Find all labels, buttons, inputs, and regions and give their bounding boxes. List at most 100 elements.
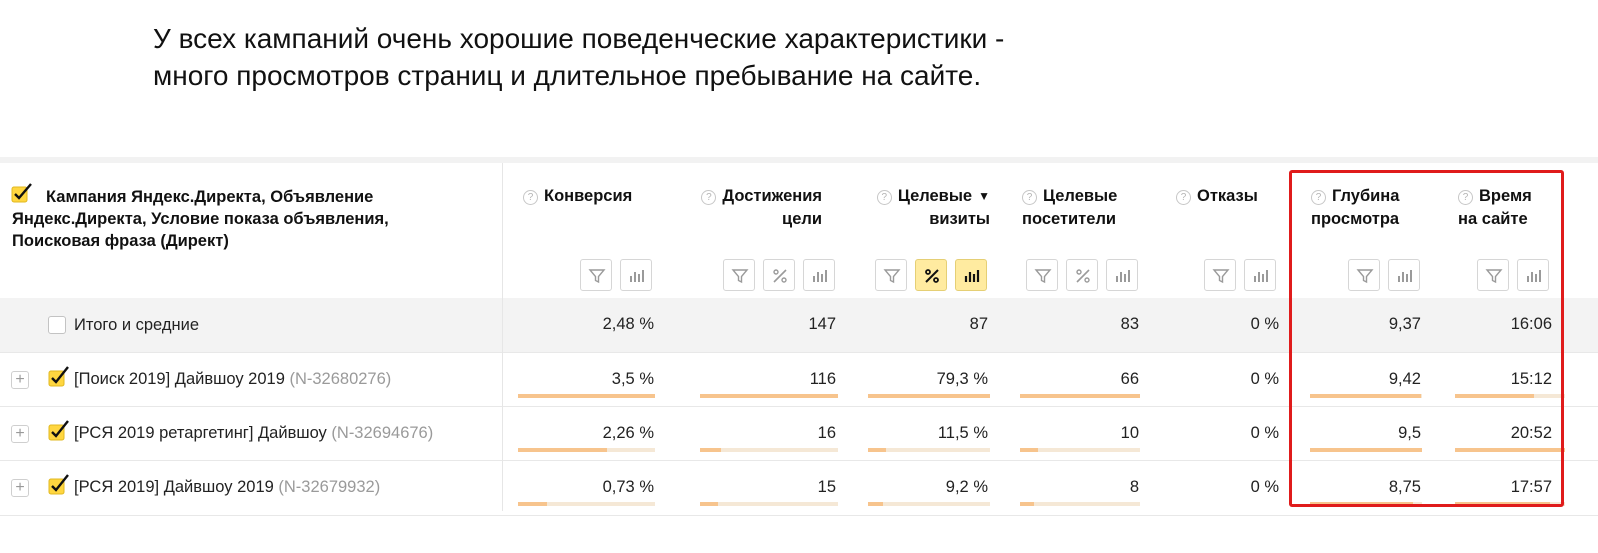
column-header-goal-reaches[interactable]: ? Достижения цели	[701, 185, 822, 231]
help-icon[interactable]: ?	[701, 190, 717, 205]
expand-plus-icon[interactable]: +	[11, 371, 29, 389]
cell-value: 17:57	[1510, 478, 1552, 496]
filter-button[interactable]	[1477, 259, 1509, 291]
cell-value: 0 %	[1250, 424, 1279, 442]
filter-icon	[1212, 269, 1230, 284]
bar-chart-icon	[1527, 270, 1541, 282]
column-divider	[502, 163, 503, 511]
row-checkbox-checked-icon[interactable]	[48, 473, 70, 495]
sort-desc-icon[interactable]: ▼	[978, 189, 990, 203]
cell-value: 10	[1120, 424, 1139, 442]
cell-value: 20:52	[1510, 424, 1552, 442]
filter-icon	[1034, 269, 1052, 284]
cell-value: 0 %	[1250, 478, 1279, 496]
help-icon[interactable]: ?	[1022, 190, 1037, 205]
campaign-name[interactable]: [РСЯ 2019 ретаргетинг] Дайвшоу (N-326946…	[74, 424, 434, 442]
value-bar-fill	[1455, 448, 1565, 452]
totals-value-target-visits: 87	[969, 315, 988, 333]
cell-value: 11,5 %	[937, 424, 988, 442]
filter-button[interactable]	[1026, 259, 1058, 291]
totals-checkbox[interactable]	[48, 316, 66, 334]
filter-icon	[588, 269, 606, 284]
value-bar-track	[868, 448, 990, 452]
value-bar-fill	[700, 502, 718, 506]
value-bar-track	[700, 394, 838, 398]
chart-button-active[interactable]	[955, 259, 987, 291]
value-bar-fill	[1020, 448, 1038, 452]
chart-button[interactable]	[1244, 259, 1276, 291]
column-header-depth[interactable]: ? Глубина просмотра	[1311, 187, 1400, 228]
help-icon[interactable]: ?	[1176, 190, 1191, 205]
bar-chart-icon	[1398, 270, 1412, 282]
value-bar-fill	[700, 448, 721, 452]
help-icon[interactable]: ?	[1311, 190, 1326, 205]
value-bar-fill	[700, 394, 838, 398]
column-header-target-visits[interactable]: ? Целевые ▼ визиты	[876, 185, 990, 231]
value-bar-track	[700, 502, 838, 506]
row-checkbox-checked-icon[interactable]	[48, 365, 70, 387]
campaign-name[interactable]: [Поиск 2019] Дайвшоу 2019 (N-32680276)	[74, 370, 392, 388]
column-header-time-on-site[interactable]: ? Время на сайте	[1458, 187, 1532, 228]
cell-value: 15	[817, 478, 836, 496]
filter-icon	[1485, 269, 1503, 284]
expand-plus-icon[interactable]: +	[11, 479, 29, 497]
chart-button[interactable]	[1106, 259, 1138, 291]
totals-value-target-visitors: 83	[1120, 315, 1139, 333]
totals-value-time-on-site: 16:06	[1510, 315, 1552, 333]
totals-value-goal-reaches: 147	[808, 315, 836, 333]
slide-caption: У всех кампаний очень хорошие поведенчес…	[153, 20, 1004, 94]
percent-icon	[1076, 269, 1090, 283]
cell-value: 15:12	[1510, 370, 1552, 388]
value-bar-track	[1020, 448, 1140, 452]
filter-button[interactable]	[1348, 259, 1380, 291]
percent-icon	[773, 269, 787, 283]
value-bar-track	[868, 394, 990, 398]
value-bar-track	[1455, 448, 1565, 452]
filter-button[interactable]	[1204, 259, 1236, 291]
filter-icon	[731, 269, 749, 284]
help-icon[interactable]: ?	[876, 190, 892, 205]
caption-line-1: У всех кампаний очень хорошие поведенчес…	[153, 23, 1005, 54]
table-header: Кампания Яндекс.Директа, Объявление Янде…	[0, 163, 1598, 298]
column-header-conversion[interactable]: ? Конверсия	[523, 185, 632, 208]
chart-button[interactable]	[620, 259, 652, 291]
cell-value: 2,26 %	[602, 424, 654, 442]
filter-button[interactable]	[875, 259, 907, 291]
chart-button[interactable]	[1517, 259, 1549, 291]
help-icon[interactable]: ?	[523, 190, 538, 205]
percent-button-active[interactable]	[915, 259, 947, 291]
chart-button[interactable]	[803, 259, 835, 291]
percent-button[interactable]	[763, 259, 795, 291]
value-bar-track	[700, 448, 838, 452]
value-bar-fill	[518, 502, 547, 506]
campaign-id: (N-32679932)	[278, 478, 381, 496]
cell-value: 0,73 %	[602, 478, 654, 496]
campaign-name[interactable]: [РСЯ 2019] Дайвшоу 2019 (N-32679932)	[74, 478, 381, 496]
cell-value: 0 %	[1250, 370, 1279, 388]
campaign-id: (N-32680276)	[289, 370, 392, 388]
cell-value: 8,75	[1388, 478, 1421, 496]
bar-chart-icon	[813, 270, 827, 282]
column-header-target-visitors[interactable]: ? Целевые посетители	[1022, 187, 1118, 228]
totals-value-bounce: 0 %	[1250, 315, 1279, 333]
chart-button[interactable]	[1388, 259, 1420, 291]
bar-chart-icon	[1116, 270, 1130, 282]
dimension-header-title[interactable]: Кампания Яндекс.Директа, Объявление Янде…	[12, 188, 389, 250]
value-bar-fill	[868, 502, 883, 506]
filter-button[interactable]	[723, 259, 755, 291]
help-icon[interactable]: ?	[1458, 190, 1473, 205]
row-checkbox-checked-icon[interactable]	[48, 419, 70, 441]
value-bar-track	[1310, 394, 1422, 398]
table-row[interactable]: + [РСЯ 2019 ретаргетинг] Дайвшоу (N-32694…	[0, 406, 1598, 461]
column-header-bounce[interactable]: ? Отказы	[1176, 185, 1258, 208]
dimension-checkbox-icon[interactable]	[11, 183, 33, 203]
table-row[interactable]: + [Поиск 2019] Дайвшоу 2019 (N-32680276) 3…	[0, 352, 1598, 407]
filter-button[interactable]	[580, 259, 612, 291]
expand-plus-icon[interactable]: +	[11, 425, 29, 443]
cell-value: 79,3 %	[936, 370, 988, 388]
value-bar-track	[1310, 448, 1422, 452]
percent-button[interactable]	[1066, 259, 1098, 291]
campaign-id: (N-32694676)	[331, 424, 434, 442]
cell-value: 3,5 %	[611, 370, 654, 388]
table-top-strip	[0, 157, 1598, 163]
